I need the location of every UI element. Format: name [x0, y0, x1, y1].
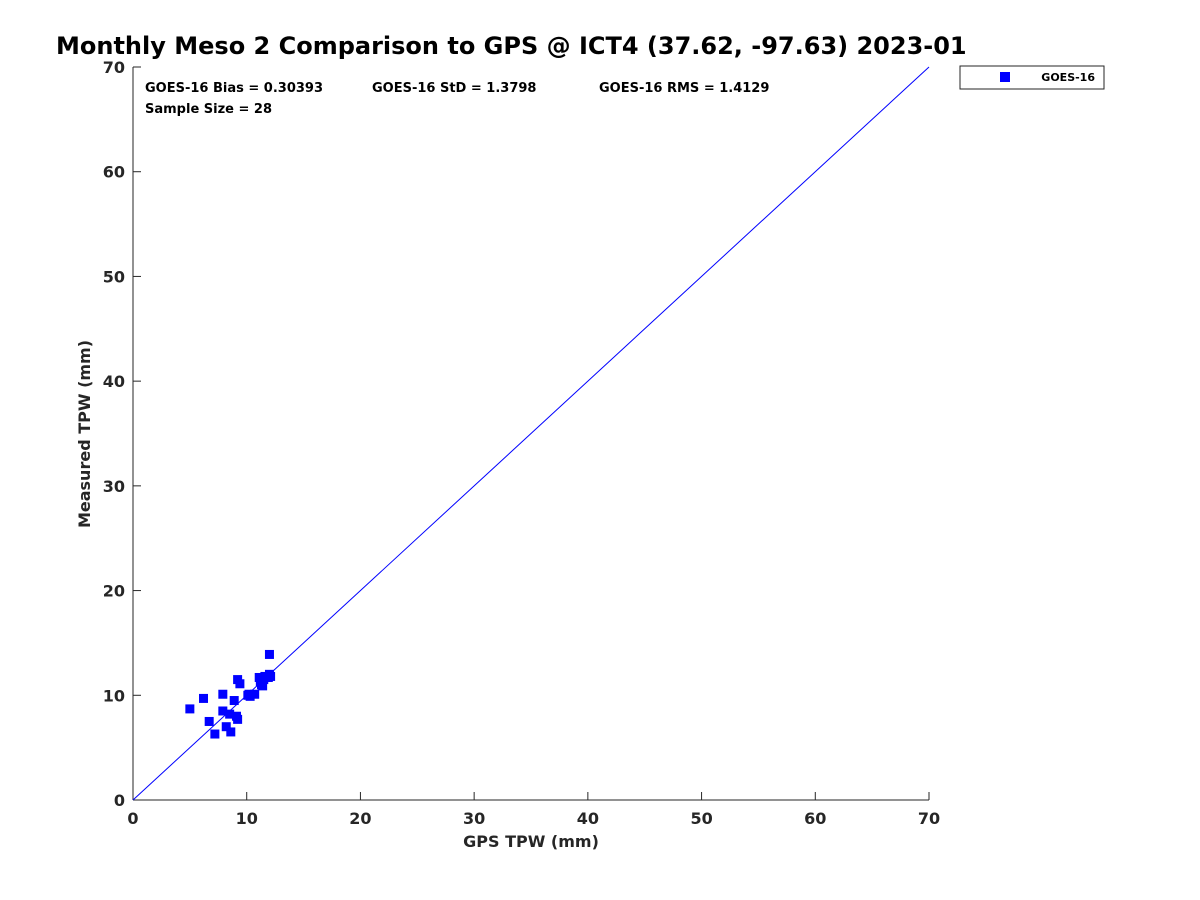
legend-marker-goes16 — [1000, 72, 1010, 82]
data-point — [226, 727, 236, 737]
data-point — [210, 729, 220, 739]
data-point — [218, 689, 228, 699]
x-tick-label: 30 — [463, 809, 485, 828]
data-point — [221, 722, 231, 732]
x-tick-label: 40 — [577, 809, 599, 828]
data-point — [244, 689, 254, 699]
x-tick-label: 50 — [690, 809, 712, 828]
legend: GOES-16 — [959, 65, 1105, 90]
data-point — [199, 693, 209, 703]
y-tick-label: 20 — [103, 582, 125, 601]
data-point — [266, 671, 276, 681]
data-point — [218, 706, 228, 716]
legend-box — [959, 65, 1105, 90]
x-axis-ticks: 0 10 20 30 40 50 60 70 — [127, 792, 940, 828]
y-tick-label: 50 — [103, 267, 125, 286]
std-stat: GOES-16 StD = 1.3798 — [372, 81, 536, 96]
bias-stat: GOES-16 Bias = 0.30393 — [145, 81, 323, 96]
data-point — [235, 679, 245, 689]
sample-size-stat: Sample Size = 28 — [145, 102, 272, 117]
y-tick-label: 10 — [103, 686, 125, 705]
x-tick-label: 60 — [804, 809, 826, 828]
y-tick-label: 40 — [103, 372, 125, 391]
x-tick-label: 0 — [127, 809, 138, 828]
y-tick-label: 0 — [114, 791, 125, 810]
x-axis-label: GPS TPW (mm) — [463, 832, 599, 851]
y-tick-label: 60 — [103, 163, 125, 182]
data-point — [185, 704, 195, 714]
data-point — [225, 709, 235, 719]
data-point — [229, 696, 239, 706]
y-axis-ticks: 0 10 20 30 40 50 60 70 — [103, 58, 141, 810]
chart-title: Monthly Meso 2 Comparison to GPS @ ICT4 … — [56, 32, 967, 60]
data-point — [255, 677, 265, 687]
data-points — [185, 649, 276, 739]
y-tick-label: 70 — [103, 58, 125, 77]
legend-label-goes16: GOES-16 — [1041, 71, 1095, 84]
data-point — [204, 716, 214, 726]
x-tick-label: 70 — [918, 809, 940, 828]
x-tick-label: 10 — [236, 809, 258, 828]
data-point — [233, 714, 243, 724]
y-tick-label: 30 — [103, 477, 125, 496]
rms-stat: GOES-16 RMS = 1.4129 — [599, 81, 769, 96]
x-tick-label: 20 — [349, 809, 371, 828]
data-point — [250, 689, 260, 699]
y-axis-label: Measured TPW (mm) — [75, 340, 94, 528]
data-point — [264, 649, 274, 659]
